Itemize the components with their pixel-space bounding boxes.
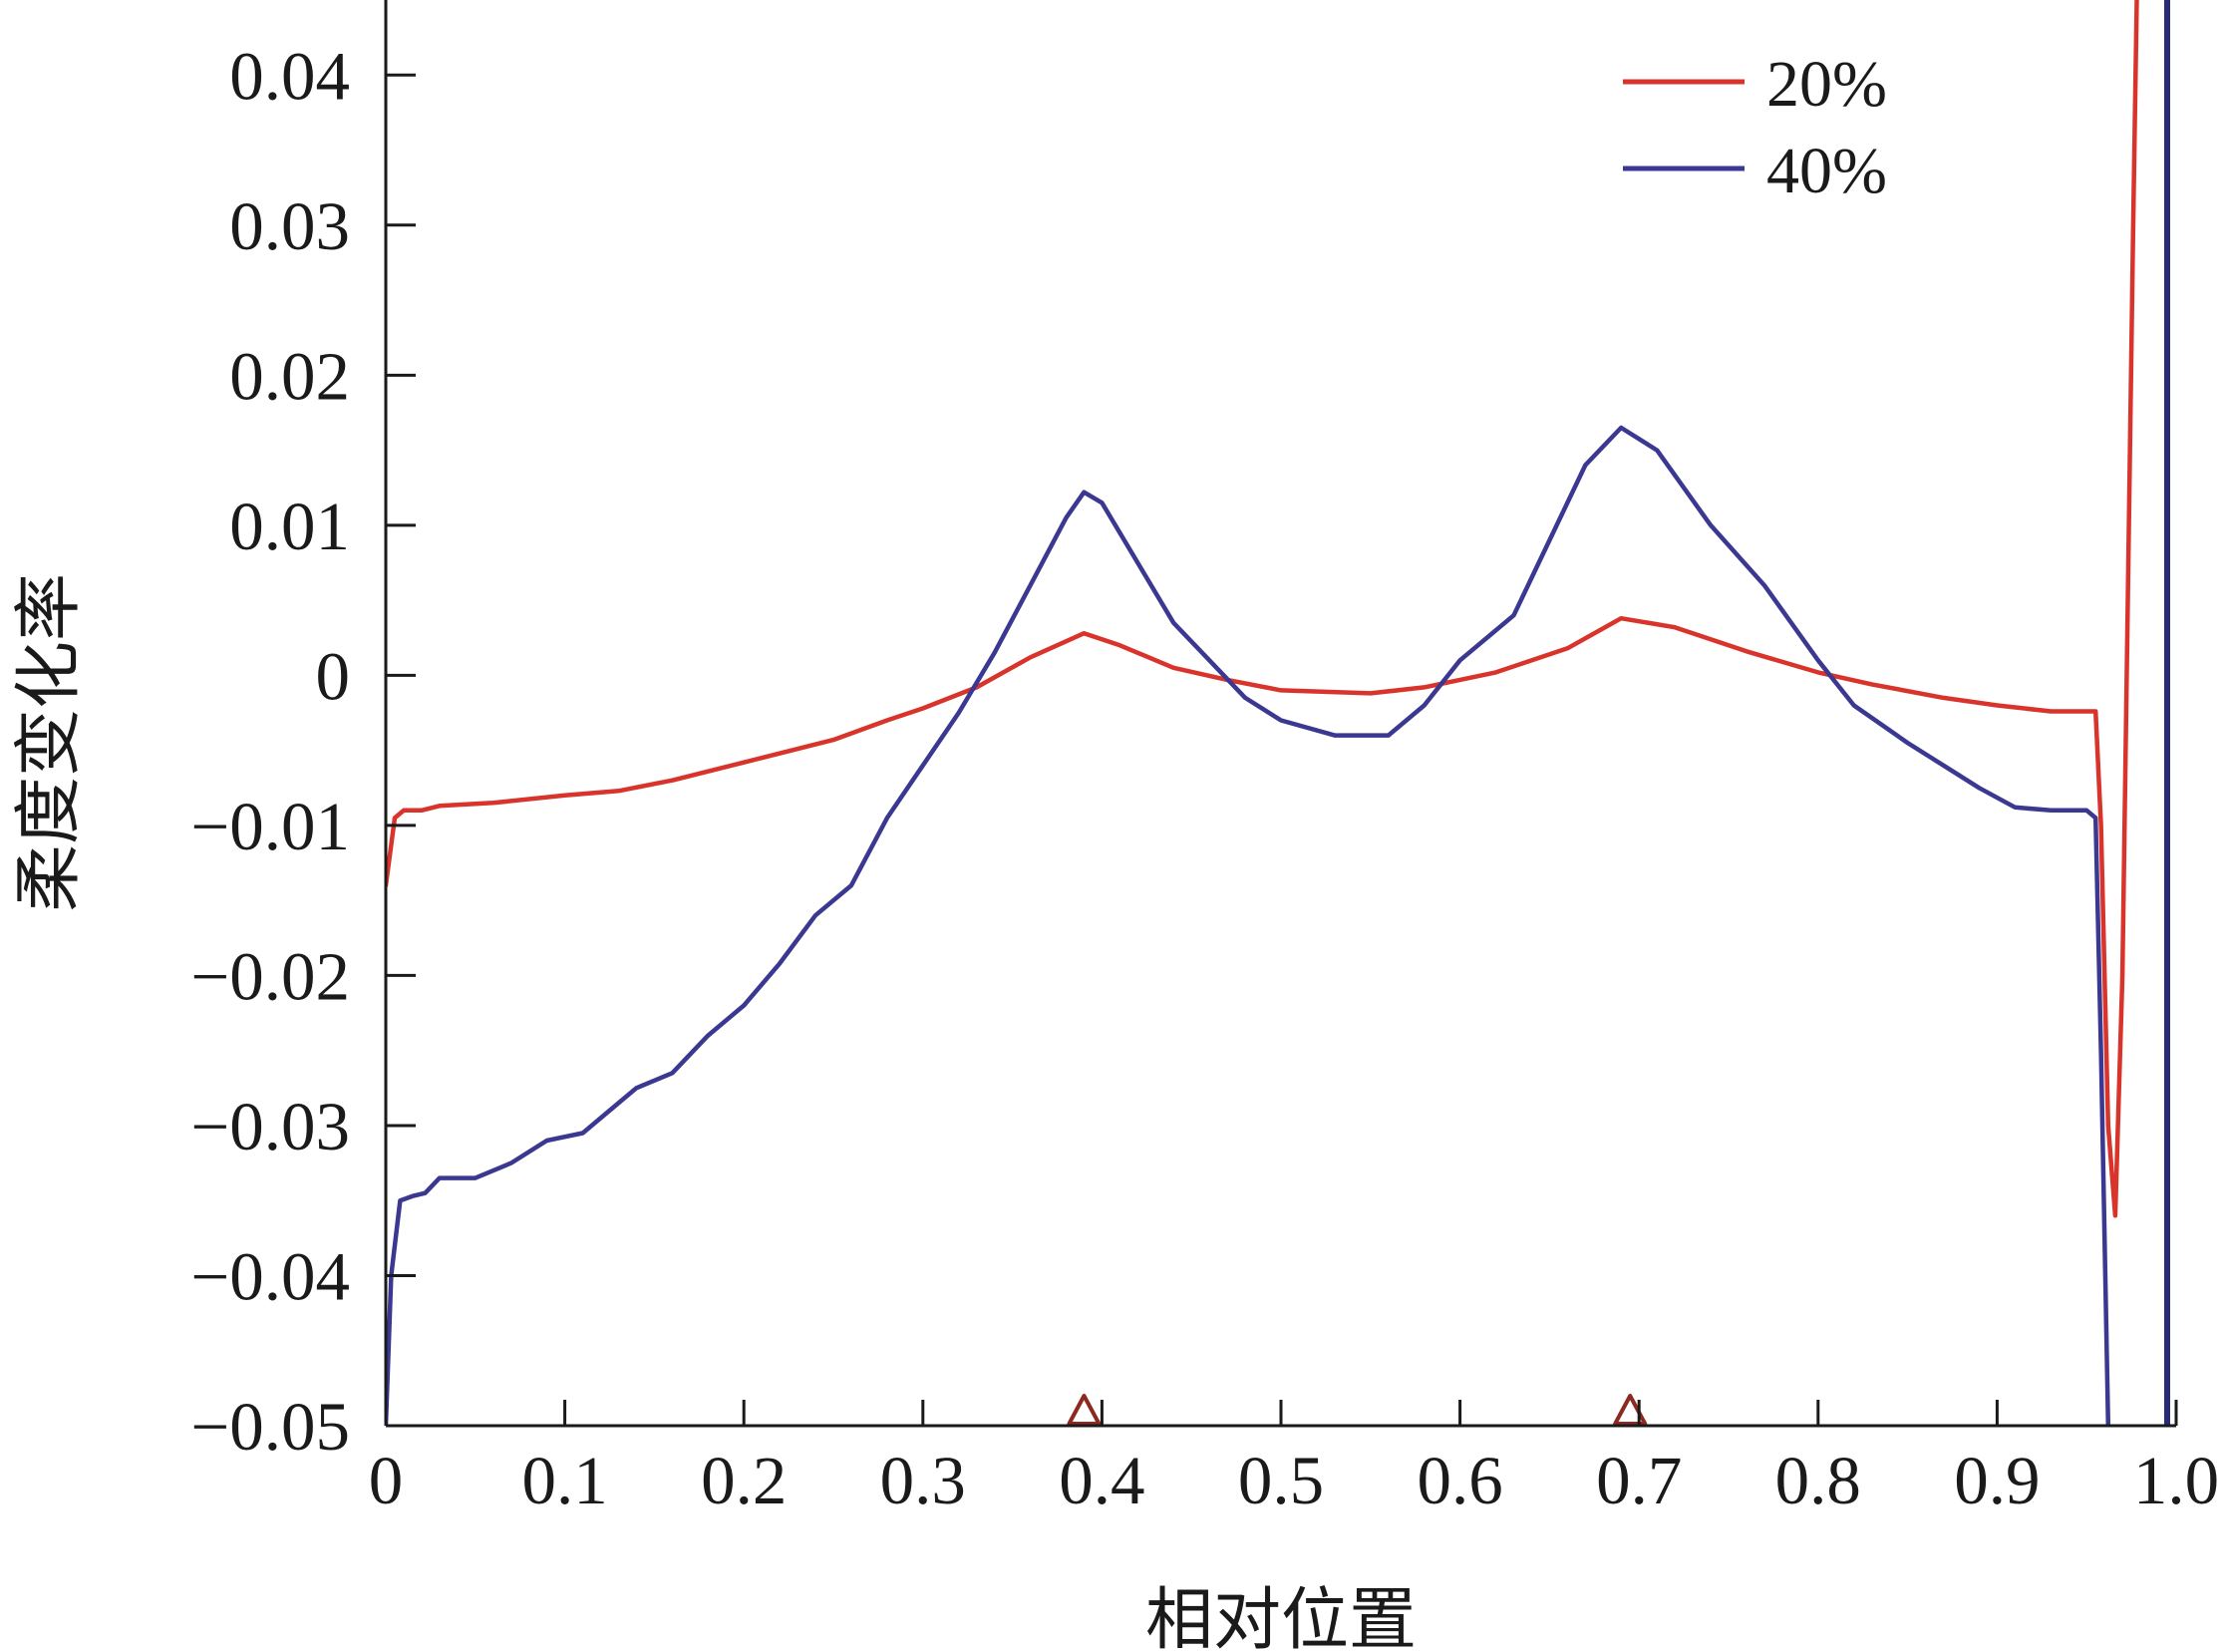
x-axis-title: 相对位置 [1145,1581,1417,1652]
ticks: 0 0.1 0.2 0.3 0.4 0.5 0.6 0.7 0.8 0.9 1.0 −0.05 −0.0… [190,38,2219,1518]
x-tick-label: 0.4 [1059,1443,1144,1518]
legend-label-20pct: 20% [1766,48,1887,121]
x-tick-label: 0.8 [1775,1443,1861,1518]
axes [384,0,2176,1428]
x-tick-label: 0.5 [1238,1443,1324,1518]
y-tick-label: −0.04 [190,1238,350,1314]
y-tick-label: 0 [316,638,351,714]
y-tick-label: −0.03 [190,1089,350,1164]
x-tick-label: 0.9 [1954,1443,2040,1518]
x-tick-label: 0.6 [1417,1443,1502,1518]
x-tick-label: 0.7 [1596,1443,1682,1518]
series-line-20pct [386,0,2139,1218]
y-tick-label: −0.05 [190,1389,350,1465]
y-axis-title: 柔度变化率 [10,573,89,912]
legend: 20%40% [1623,48,1887,207]
x-tick-label: 0.3 [880,1443,966,1518]
y-tick-label: −0.01 [190,789,350,864]
x-tick-label: 0.2 [701,1443,787,1518]
x-tick-label: 0.1 [521,1443,607,1518]
x-tick-label: 0 [369,1443,404,1518]
y-tick-label: 0.01 [229,489,350,564]
series-layer [386,0,2170,1426]
y-tick-label: 0.02 [229,338,350,414]
series-line-40pct [386,425,2111,1426]
y-tick-label: 0.03 [229,188,350,264]
triangle-marker [1613,1394,1648,1426]
triangle-marker [1067,1394,1102,1426]
y-tick-label: −0.02 [190,938,350,1014]
legend-label-40pct: 40% [1766,135,1887,207]
y-tick-label: 0.04 [229,38,350,114]
marker-layer [1067,1394,1648,1426]
x-tick-label: 1.0 [2133,1443,2219,1518]
